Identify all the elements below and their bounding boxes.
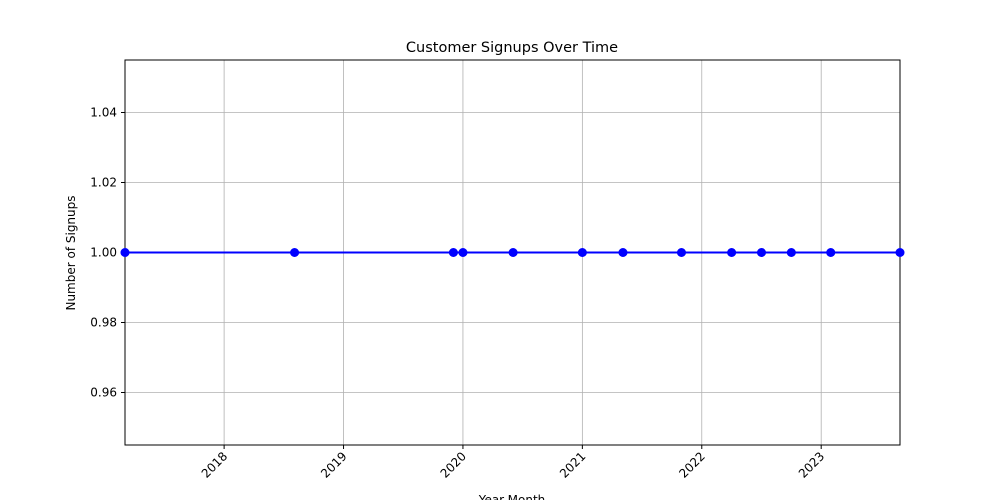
point bbox=[577, 248, 587, 257]
point bbox=[895, 248, 905, 257]
point bbox=[786, 248, 796, 257]
point bbox=[120, 248, 130, 257]
point bbox=[727, 248, 737, 257]
y-tick-label: 1.02 bbox=[90, 176, 117, 190]
point bbox=[448, 248, 458, 257]
y-tick-label: 0.98 bbox=[90, 316, 117, 330]
point bbox=[676, 248, 686, 257]
y-tick-label: 1.04 bbox=[90, 106, 117, 120]
point bbox=[756, 248, 766, 257]
y-axis-label: Number of Signups bbox=[64, 195, 78, 310]
point bbox=[618, 248, 628, 257]
chart-title: Customer Signups Over Time bbox=[406, 40, 618, 56]
x-axis-label: Year-Month bbox=[478, 493, 546, 500]
y-tick-label: 0.96 bbox=[90, 386, 117, 400]
point bbox=[290, 248, 300, 257]
y-tick-label: 1.00 bbox=[90, 246, 117, 260]
point bbox=[826, 248, 836, 257]
point bbox=[508, 248, 518, 257]
point bbox=[458, 248, 468, 257]
